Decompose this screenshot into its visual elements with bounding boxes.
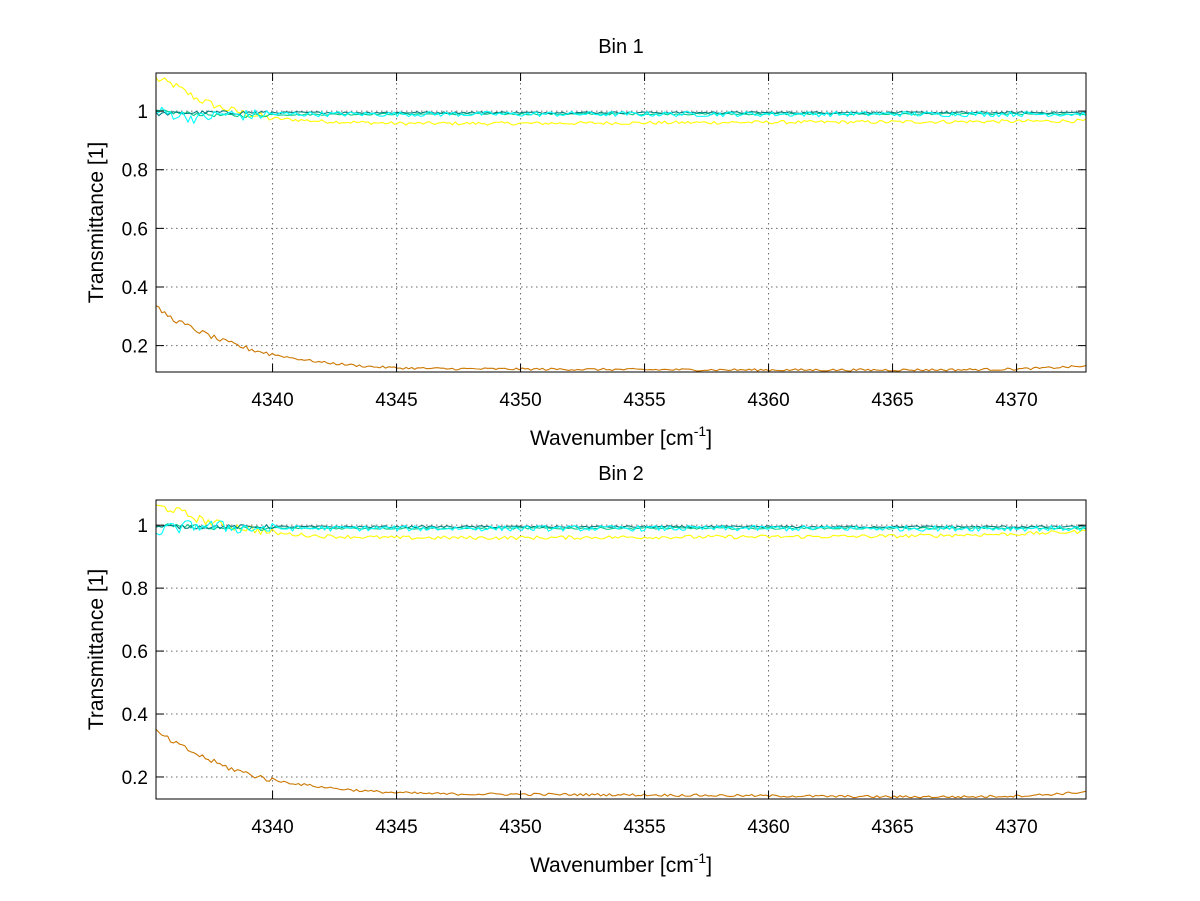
x-tick-label: 4340 xyxy=(251,390,293,411)
y-tick-label: 0.8 xyxy=(122,161,148,182)
series-teal-line xyxy=(156,524,1086,530)
x-tick-label: 4365 xyxy=(871,390,913,411)
y-axis-label: Transmittance [1] xyxy=(85,142,108,303)
y-tick-label: 0.6 xyxy=(122,642,148,663)
series-group xyxy=(156,77,1086,372)
x-tick-label: 4345 xyxy=(375,817,417,838)
x-tick-label: 4370 xyxy=(995,817,1037,838)
series-orange-line xyxy=(156,305,1086,372)
x-axis-label: Wavenumber [cm-1] xyxy=(530,423,712,450)
x-tick-label: 4340 xyxy=(251,817,293,838)
y-tick-label: 0.8 xyxy=(122,579,148,600)
series-cyan-line xyxy=(156,520,1086,536)
series-group xyxy=(156,504,1086,799)
chart-title: Bin 1 xyxy=(598,36,644,58)
x-tick-label: 4365 xyxy=(871,817,913,838)
series-yellow-line xyxy=(156,504,1086,541)
x-tick-label: 4345 xyxy=(375,390,417,411)
y-tick-label: 0.2 xyxy=(122,768,148,789)
x-tick-label: 4355 xyxy=(623,390,665,411)
x-axis-label-end: ] xyxy=(706,427,712,450)
y-tick-label: 0.2 xyxy=(122,337,148,358)
x-axis-label-main: Wavenumber [cm xyxy=(530,427,694,450)
x-tick-label: 4360 xyxy=(747,390,789,411)
chart-title: Bin 2 xyxy=(598,463,644,485)
y-axis-label: Transmittance [1] xyxy=(85,569,108,730)
x-axis-label-end: ] xyxy=(706,854,712,877)
y-tick-label: 0.4 xyxy=(122,705,149,726)
series-yellow-line xyxy=(156,77,1086,126)
y-tick-label: 0.6 xyxy=(122,219,148,240)
y-tick-label: 1 xyxy=(137,516,148,537)
y-tick-label: 0.4 xyxy=(122,278,149,299)
series-orange-line xyxy=(156,728,1086,799)
axes-frame xyxy=(155,499,1087,800)
x-tick-label: 4355 xyxy=(623,817,665,838)
y-tick-label: 1 xyxy=(137,102,148,123)
x-tick-label: 4350 xyxy=(499,817,541,838)
chart-1: Bin 1 4340 4345 4350 4355 4360 4365 4370 0.2 0.4 0… xyxy=(85,36,1087,450)
x-tick-label: 4370 xyxy=(995,390,1037,411)
x-axis-label: Wavenumber [cm-1] xyxy=(530,850,712,877)
chart-2: Bin 2 4340 4345 4350 4355 4360 4365 4370 0.2 0.4 0… xyxy=(85,463,1087,877)
x-tick-label: 4350 xyxy=(499,390,541,411)
x-axis-label-sup: -1 xyxy=(694,423,707,439)
x-tick-label: 4360 xyxy=(747,817,789,838)
x-axis-label-sup: -1 xyxy=(694,850,707,866)
x-axis-label-main: Wavenumber [cm xyxy=(530,854,694,877)
series-cyan-line xyxy=(156,106,1086,124)
axes-frame xyxy=(155,72,1087,373)
